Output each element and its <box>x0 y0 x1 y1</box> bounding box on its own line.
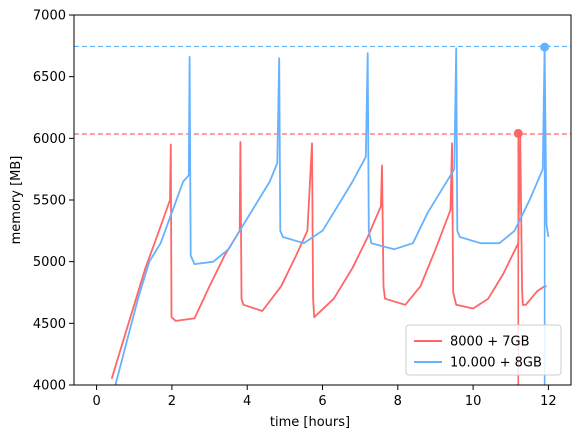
series-group <box>74 42 571 385</box>
legend-label-1: 8000 + 7GB <box>450 335 530 350</box>
y-tick-label: 5500 <box>33 194 66 209</box>
x-tick-label: 6 <box>318 394 326 409</box>
x-tick-label: 8 <box>394 394 402 409</box>
x-tick-label: 0 <box>92 394 100 409</box>
series-line-1 <box>110 132 547 380</box>
y-axis: 4000 4500 5000 5500 6000 6500 7000 <box>33 9 74 394</box>
x-tick-label: 12 <box>540 394 557 409</box>
legend-label-2: 10.000 + 8GB <box>450 356 542 371</box>
x-tick-label: 2 <box>168 394 176 409</box>
y-tick-label: 5000 <box>33 255 66 270</box>
legend: 8000 + 7GB 10.000 + 8GB <box>405 324 562 376</box>
y-axis-label: memory [MB] <box>9 156 24 245</box>
x-tick-label: 10 <box>465 394 482 409</box>
legend-box <box>405 324 562 376</box>
peak-marker-2 <box>540 42 550 52</box>
series-line-2 <box>114 46 550 385</box>
y-tick-label: 6500 <box>33 70 66 85</box>
x-axis: 0 2 4 6 8 10 12 <box>92 385 557 409</box>
y-tick-label: 6000 <box>33 132 66 147</box>
x-axis-label: time [hours] <box>270 415 350 430</box>
y-tick-label: 7000 <box>33 9 66 24</box>
peak-marker-1 <box>513 128 523 138</box>
x-tick-label: 4 <box>243 394 251 409</box>
y-tick-label: 4500 <box>33 317 66 332</box>
y-tick-label: 4000 <box>33 379 66 394</box>
